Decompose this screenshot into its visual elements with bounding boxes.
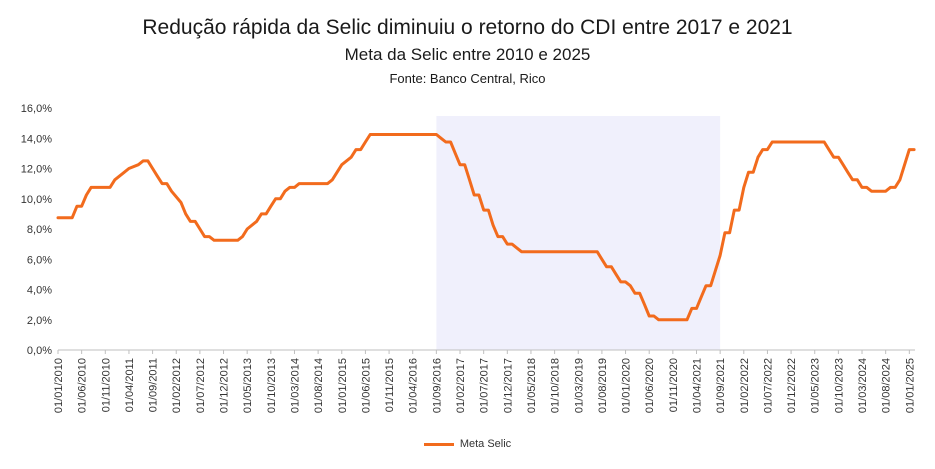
x-tick-label: 01/10/2018 <box>550 358 562 413</box>
x-tick-label: 01/11/2015 <box>384 358 396 412</box>
x-tick-label: 01/01/2025 <box>904 358 916 413</box>
highlight-band <box>436 116 721 350</box>
x-tick-label: 01/01/2020 <box>621 358 633 413</box>
x-tick-label: 01/08/2019 <box>597 358 609 413</box>
chart-title: Redução rápida da Selic diminuiu o retor… <box>142 16 793 39</box>
y-tick-label: 14,0% <box>21 133 52 145</box>
x-tick-label: 01/03/2019 <box>573 358 585 413</box>
x-tick-label: 01/01/2010 <box>53 358 65 413</box>
x-tick-label: 01/10/2023 <box>833 358 845 413</box>
x-tick-label: 01/11/2020 <box>668 358 680 412</box>
x-tick-label: 01/11/2010 <box>100 358 112 412</box>
x-tick-label: 01/05/2013 <box>242 358 254 413</box>
x-tick-label: 01/04/2021 <box>691 358 703 413</box>
series-layer <box>56 133 916 322</box>
x-tick-label: 01/08/2014 <box>313 358 325 413</box>
highlight-layer <box>436 116 721 350</box>
legend-swatch <box>423 442 454 446</box>
y-axis: 0,0% 2,0% 4,0% 6,0% 8,0% 10,0% 12,0% 14,0% 16,0% <box>21 103 52 357</box>
x-tick-label: 01/05/2023 <box>810 358 822 413</box>
x-tick-label: 01/06/2010 <box>77 358 89 413</box>
y-tick-label: 10,0% <box>21 194 52 206</box>
x-tick-label: 01/02/2017 <box>455 358 467 413</box>
x-tick-label: 01/02/2022 <box>739 358 751 413</box>
y-tick-label: 6,0% <box>27 254 52 266</box>
y-tick-label: 0,0% <box>27 345 52 357</box>
x-tick-label: 01/12/2012 <box>219 358 231 413</box>
x-tick-label: 01/12/2017 <box>502 358 514 413</box>
x-axis: 01/01/2010 01/06/2010 01/11/2010 01/04/2011… <box>53 349 916 413</box>
x-tick-label: 01/07/2017 <box>479 358 491 413</box>
x-tick-label: 01/03/2024 <box>857 358 869 413</box>
chart-subtitle: Meta da Selic entre 2010 e 2025 <box>344 45 591 64</box>
x-tick-label: 01/02/2012 <box>171 358 183 413</box>
x-tick-label: 01/09/2021 <box>715 358 727 413</box>
legend-label: Meta Selic <box>459 438 512 450</box>
x-tick-label: 01/01/2015 <box>337 358 349 413</box>
y-tick-label: 16,0% <box>21 103 52 115</box>
x-tick-label: 01/10/2013 <box>266 358 278 413</box>
x-tick-label: 01/08/2024 <box>881 358 893 413</box>
x-tick-label: 01/03/2014 <box>289 358 301 413</box>
x-tick-label: 01/04/2011 <box>124 358 136 412</box>
y-tick-label: 2,0% <box>27 315 52 327</box>
x-tick-label: 01/07/2022 <box>762 358 774 413</box>
x-tick-label: 01/12/2022 <box>786 358 798 413</box>
x-tick-label: 01/09/2016 <box>431 358 443 413</box>
x-tick-label: 01/06/2020 <box>644 358 656 413</box>
chart-source: Fonte: Banco Central, Rico <box>389 71 546 86</box>
y-tick-label: 4,0% <box>27 285 52 297</box>
x-tick-label: 01/07/2012 <box>195 358 207 413</box>
y-tick-label: 8,0% <box>27 224 52 236</box>
series-line-meta-selic <box>56 133 916 322</box>
x-tick-label: 01/04/2016 <box>408 358 420 413</box>
x-tick-label: 01/05/2018 <box>526 358 538 413</box>
x-tick-label: 01/06/2015 <box>360 358 372 413</box>
x-tick-label: 01/09/2011 <box>148 358 160 412</box>
y-tick-label: 12,0% <box>21 164 52 176</box>
legend: Meta Selic <box>0 438 935 450</box>
